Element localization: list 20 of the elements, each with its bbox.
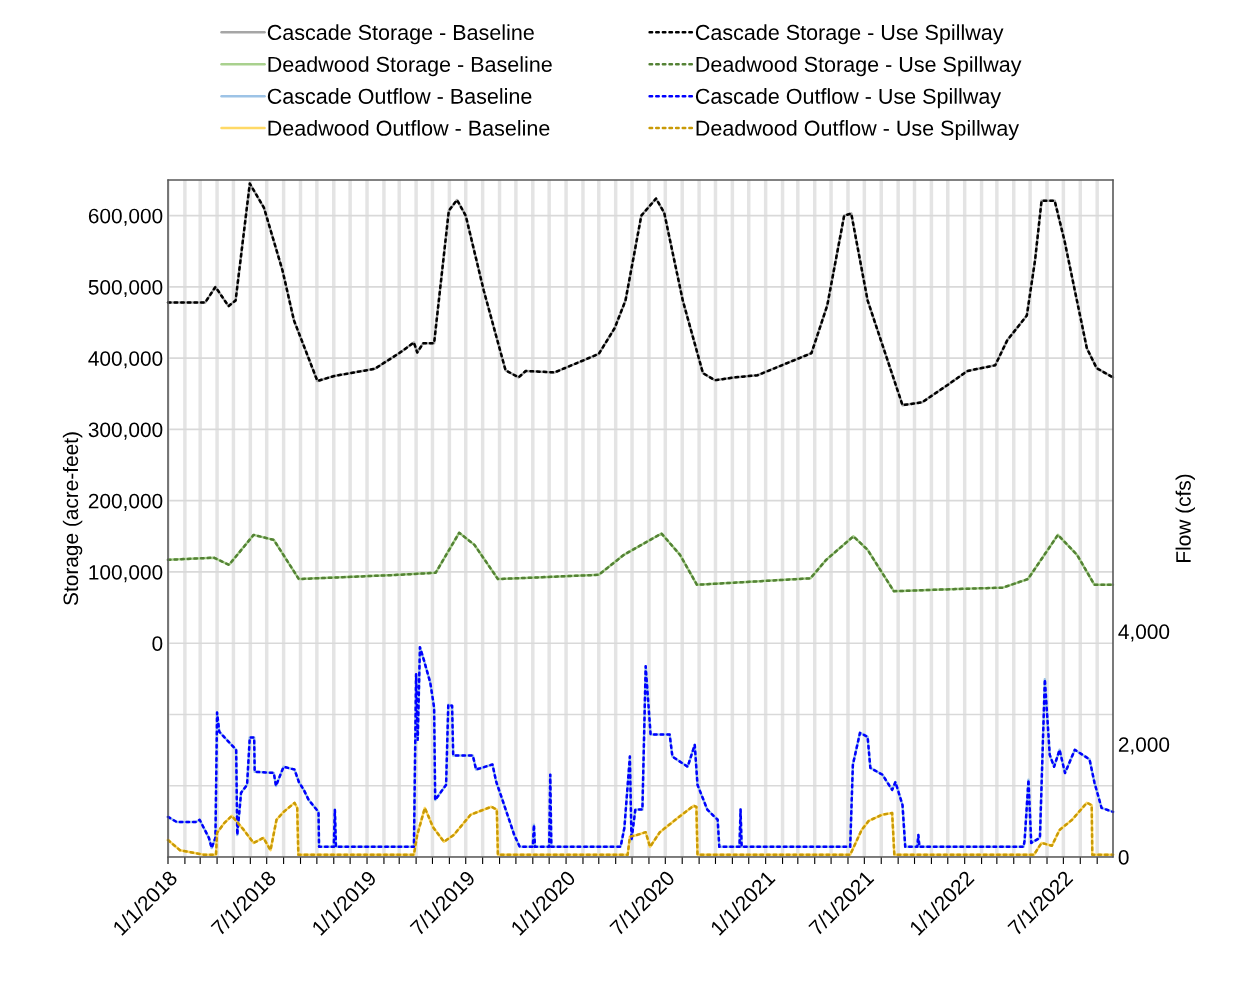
legend-label: Cascade Outflow - Use Spillway: [695, 88, 1002, 109]
legend-label: Deadwood Outflow - Use Spillway: [696, 120, 1020, 141]
legend-label: Deadwood Outflow - Baseline: [268, 120, 550, 136]
y-tick-label: 200,000: [88, 493, 163, 511]
y2-tick-label: 0: [1118, 850, 1129, 865]
y-axis-title: Storage (acre-feet): [62, 432, 83, 605]
y-tick-label: 100,000: [89, 564, 163, 583]
y-tick-label: 500,000: [88, 279, 163, 298]
y2-tick-label: 2,000: [1118, 737, 1170, 755]
y2-tick-label: 4,000: [1118, 624, 1170, 642]
y-tick-label: 600,000: [88, 208, 163, 226]
legend-label: Deadwood Storage - Use Spillway: [696, 56, 1022, 77]
legend-label: Deadwood Storage - Baseline: [268, 56, 552, 77]
legend-label: Cascade Storage - Baseline: [267, 24, 534, 45]
y-tick-label: 400,000: [88, 351, 163, 369]
legend-label: Cascade Outflow - Baseline: [267, 88, 532, 104]
legend-label: Cascade Storage - Use Spillway: [695, 24, 1004, 45]
y-tick-label: 0: [152, 636, 163, 651]
y2-axis-title: Flow (cfs): [1175, 474, 1195, 562]
y-tick-label: 300,000: [88, 422, 163, 440]
